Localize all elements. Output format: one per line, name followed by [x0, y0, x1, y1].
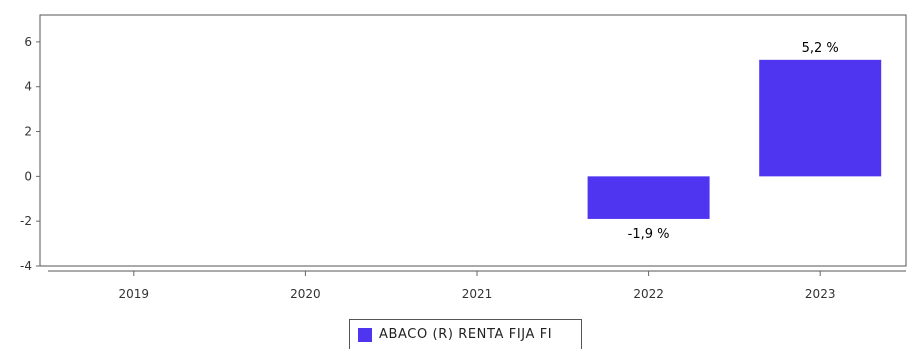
x-tick-label: 2022 [633, 287, 664, 301]
data-label-2023: 5,2 % [802, 41, 839, 56]
y-tick-label: -4 [20, 259, 32, 273]
x-tick-label: 2023 [805, 287, 836, 301]
x-tick-label: 2020 [290, 287, 321, 301]
x-axis: 2019 2020 2021 2022 2023 [48, 270, 906, 301]
legend-label: ABACO (R) RENTA FIJA FI [379, 327, 553, 342]
data-labels: -1,9 % 5,2 % [628, 41, 839, 242]
x-tick-label: 2019 [119, 287, 150, 301]
bar-2022[interactable] [587, 176, 710, 219]
data-label-2022: -1,9 % [628, 227, 670, 242]
y-tick-label: 4 [24, 80, 32, 94]
y-tick-label: 0 [24, 169, 32, 183]
plot-frame [39, 14, 907, 267]
legend-swatch [358, 327, 372, 342]
y-axis: -4 -2 0 2 4 6 [20, 35, 40, 273]
y-tick-label: -2 [20, 214, 32, 228]
y-tick-label: 2 [24, 125, 32, 139]
bars [587, 59, 882, 219]
x-tick-label: 2021 [462, 287, 493, 301]
y-tick-label: 6 [24, 35, 32, 49]
bar-2023[interactable] [759, 59, 882, 177]
legend: ABACO (R) RENTA FIJA FI [349, 319, 582, 349]
